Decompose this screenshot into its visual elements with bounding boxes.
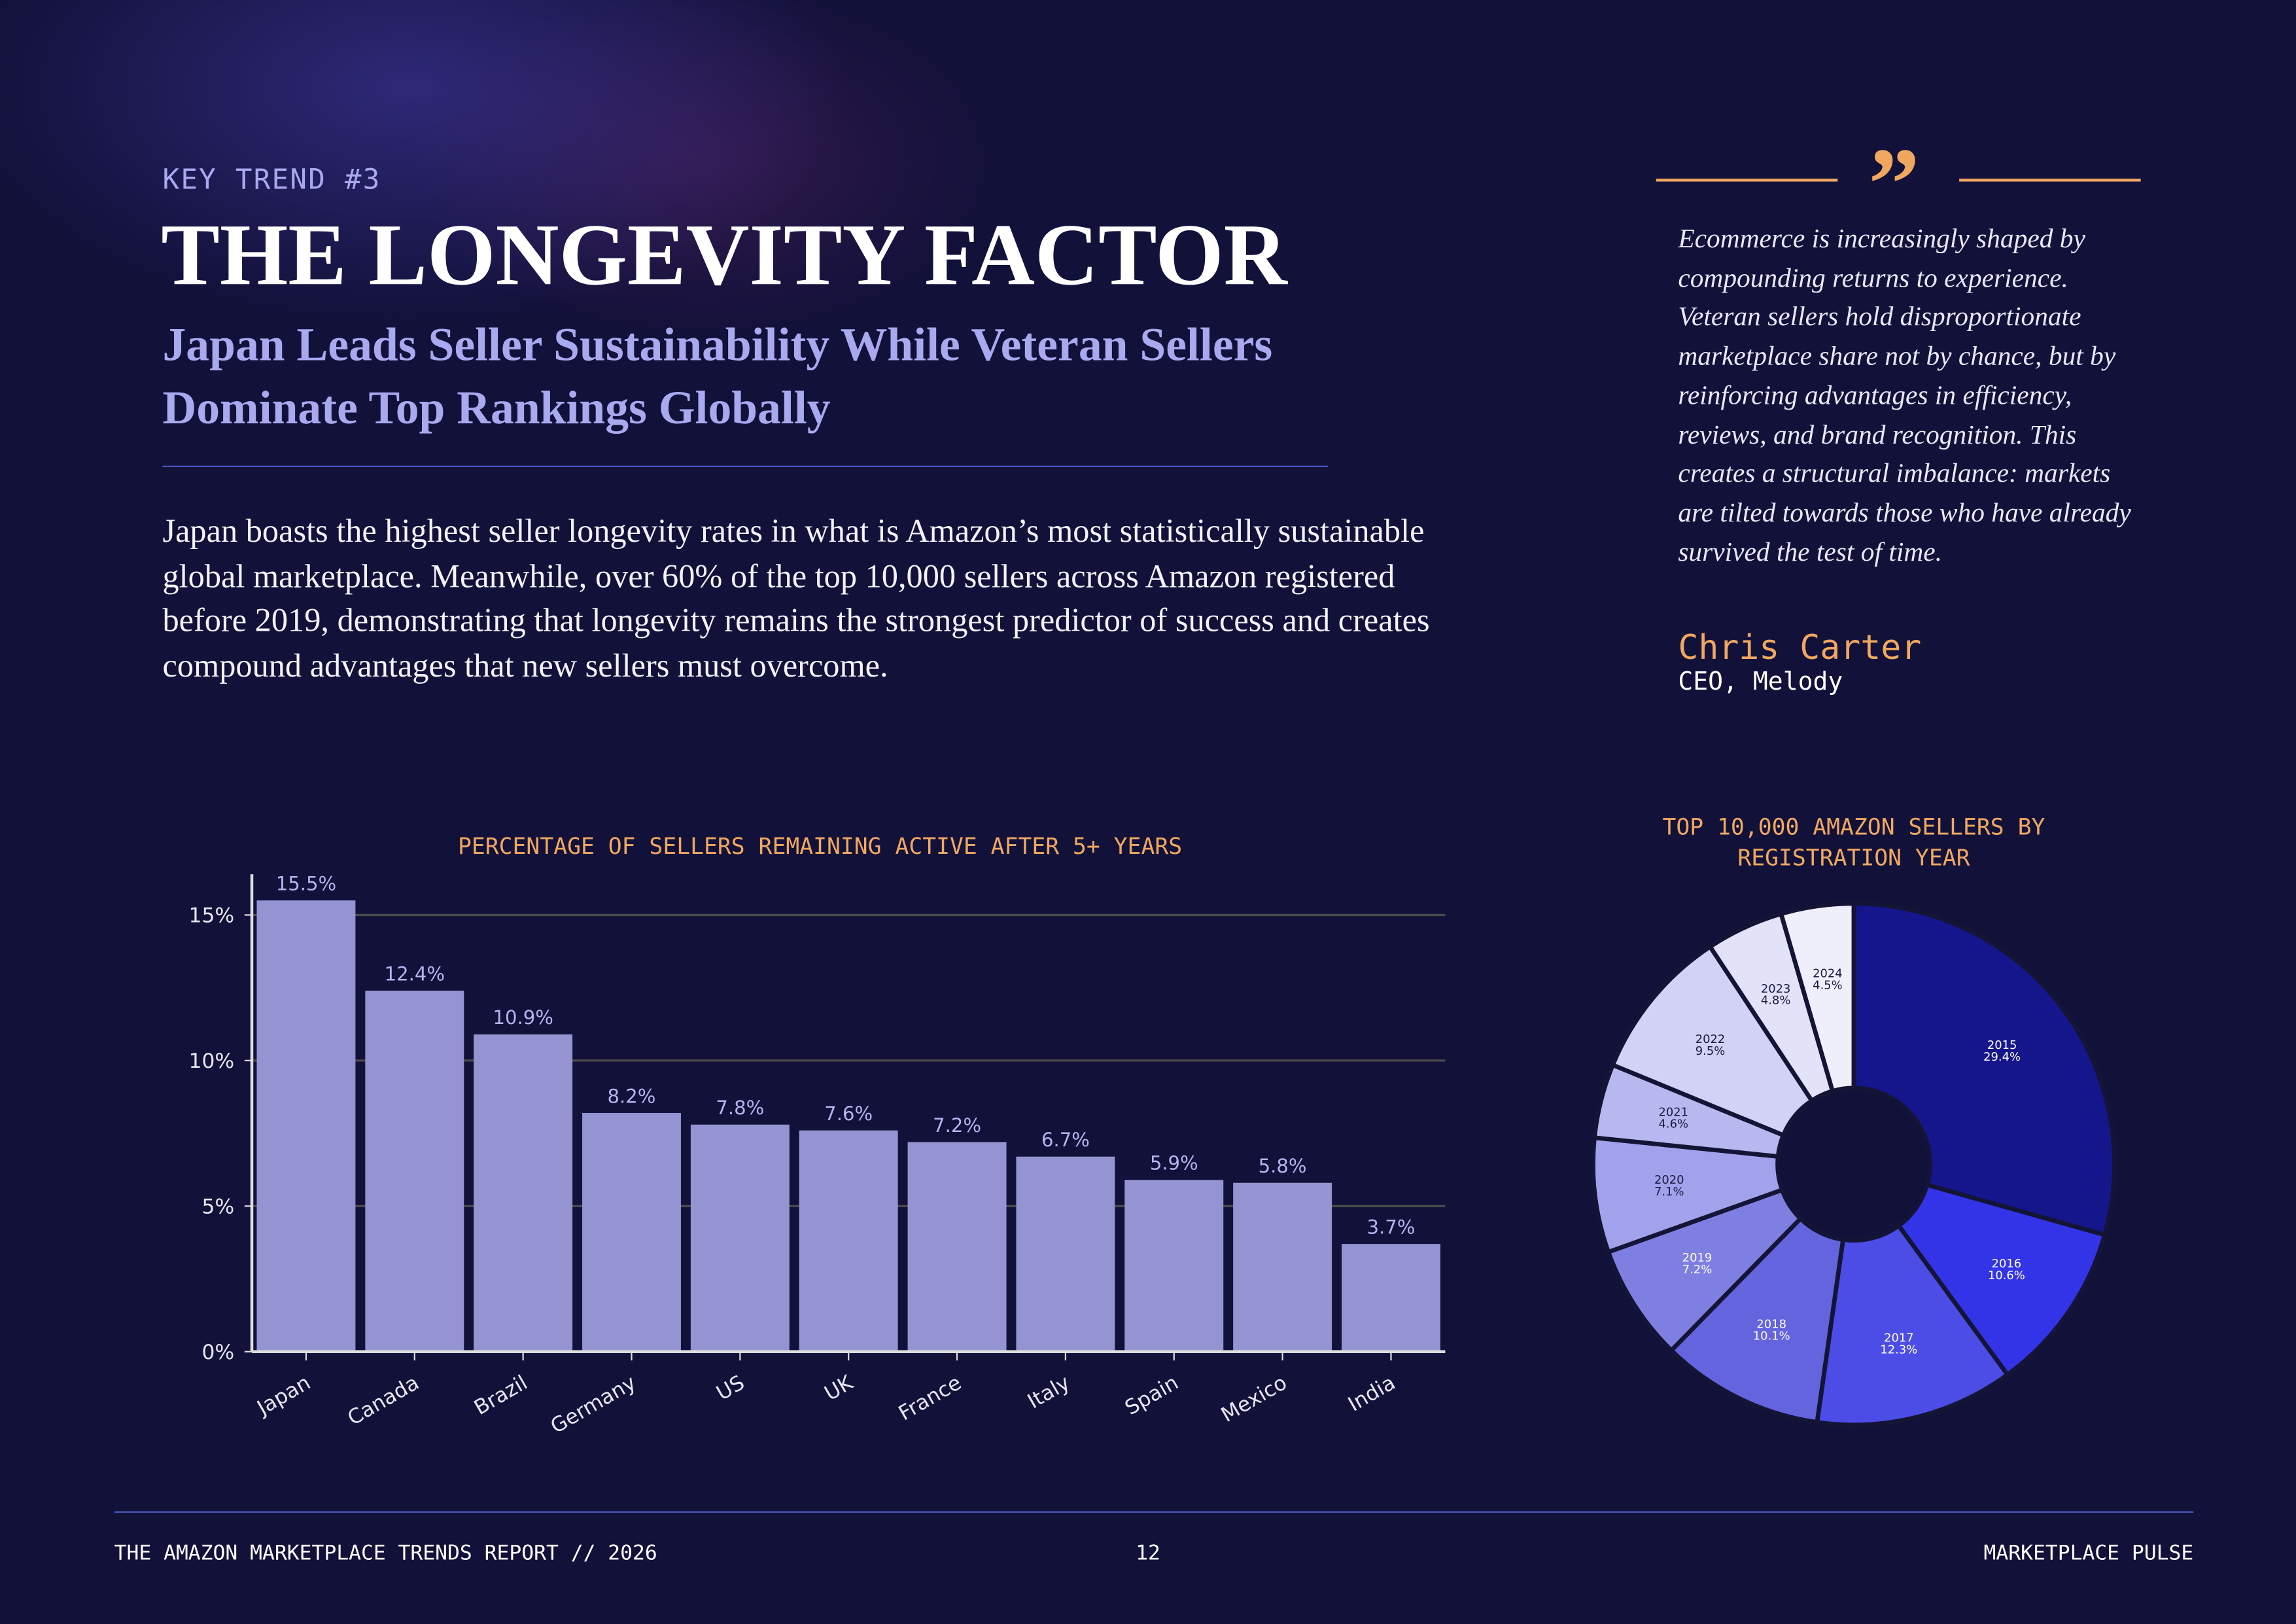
bar bbox=[907, 1142, 1007, 1352]
title: THE LONGEVITY FACTOR bbox=[161, 206, 1287, 304]
x-tick-label: India bbox=[1344, 1371, 1400, 1417]
x-tick-label: Canada bbox=[343, 1371, 423, 1430]
x-tick-label: France bbox=[895, 1371, 965, 1425]
value-label: 7.8% bbox=[716, 1097, 764, 1119]
value-label: 10.9% bbox=[493, 1006, 553, 1029]
slice-category: 2017 bbox=[1884, 1332, 1914, 1345]
value-label: 7.2% bbox=[933, 1114, 981, 1137]
quote-author: Chris Carter bbox=[1678, 629, 1922, 668]
page-number: 12 bbox=[1136, 1542, 1160, 1566]
bar bbox=[582, 1112, 681, 1352]
slice bbox=[1591, 1135, 1785, 1255]
quote-mark: ” bbox=[1868, 128, 1920, 242]
value-label: 5.9% bbox=[1150, 1152, 1198, 1174]
chart-title: PERCENTAGE OF SELLERS REMAINING ACTIVE A… bbox=[457, 833, 1183, 860]
slice-label: 12.3% bbox=[1880, 1343, 1917, 1356]
slice-category: 2023 bbox=[1761, 982, 1791, 996]
value-label: 15.5% bbox=[276, 873, 336, 895]
bar bbox=[256, 900, 356, 1352]
body-text: Japan boasts the highest seller longevit… bbox=[162, 512, 1430, 684]
bar bbox=[365, 991, 464, 1352]
quote-role: CEO, Melody bbox=[1678, 667, 1843, 697]
slice bbox=[1610, 944, 1815, 1139]
bar bbox=[1342, 1244, 1440, 1352]
x-tick-label: Italy bbox=[1024, 1371, 1074, 1413]
x-tick-label: Brazil bbox=[470, 1371, 532, 1420]
bar bbox=[1124, 1180, 1224, 1352]
slice-category: 2022 bbox=[1696, 1033, 1726, 1046]
x-tick-label: Germany bbox=[547, 1371, 640, 1438]
footer-rule bbox=[114, 1511, 2194, 1513]
slice-category: 2015 bbox=[1987, 1038, 2017, 1052]
value-label: 3.7% bbox=[1367, 1216, 1416, 1238]
bar bbox=[474, 1034, 573, 1352]
chart-title: TOP 10,000 AMAZON SELLERS BY REGISTRATIO… bbox=[1662, 814, 2045, 872]
slice bbox=[1851, 901, 2117, 1238]
value-label: 8.2% bbox=[608, 1085, 656, 1107]
x-tick-label: Mexico bbox=[1217, 1371, 1291, 1427]
slice-label: 4.8% bbox=[1761, 994, 1790, 1008]
x-tick-label: Spain bbox=[1121, 1371, 1183, 1420]
slice bbox=[1815, 1222, 2011, 1427]
slice bbox=[1895, 1182, 2108, 1378]
y-tick-label: 0% bbox=[201, 1341, 234, 1364]
y-tick-label: 15% bbox=[189, 904, 235, 928]
footer-right: MARKETPLACE PULSE bbox=[1983, 1542, 2194, 1566]
slice-category: 2020 bbox=[1654, 1173, 1684, 1187]
y-tick-label: 5% bbox=[201, 1195, 234, 1219]
slice-category: 2018 bbox=[1756, 1318, 1786, 1332]
bar bbox=[1016, 1156, 1115, 1352]
slice bbox=[1605, 1187, 1804, 1354]
slice-category: 2016 bbox=[1992, 1257, 2022, 1271]
quote-text: Ecommerce is increasingly shaped by comp… bbox=[1678, 225, 2131, 568]
x-tick-label: Japan bbox=[252, 1371, 314, 1421]
value-label: 12.4% bbox=[385, 962, 445, 985]
kicker: KEY TREND #3 bbox=[162, 164, 381, 196]
quote-rule bbox=[1656, 179, 1838, 182]
slice-label: 4.5% bbox=[1813, 978, 1842, 992]
x-tick-label: US bbox=[712, 1371, 748, 1405]
slice-label: 4.6% bbox=[1659, 1117, 1688, 1131]
footer-left: THE AMAZON MARKETPLACE TRENDS REPORT // … bbox=[114, 1542, 657, 1566]
slice-label: 10.6% bbox=[1988, 1269, 2025, 1282]
x-tick-label: UK bbox=[821, 1371, 858, 1406]
slice-label: 29.4% bbox=[1983, 1050, 2021, 1064]
bar bbox=[1233, 1182, 1332, 1352]
value-label: 7.6% bbox=[824, 1103, 873, 1125]
y-tick-label: 10% bbox=[189, 1050, 235, 1073]
slice-category: 2021 bbox=[1658, 1105, 1688, 1119]
subtitle: Japan Leads Seller Sustainability While … bbox=[162, 317, 1273, 434]
slice-category: 2024 bbox=[1813, 966, 1843, 980]
bar bbox=[799, 1130, 898, 1352]
bar bbox=[690, 1124, 790, 1352]
slice bbox=[1778, 901, 1856, 1094]
slice-label: 7.2% bbox=[1682, 1263, 1712, 1277]
slice-label: 9.5% bbox=[1696, 1044, 1725, 1058]
value-label: 5.8% bbox=[1259, 1155, 1307, 1177]
slice-label: 10.1% bbox=[1753, 1330, 1790, 1343]
slice-category: 2019 bbox=[1682, 1251, 1713, 1265]
quote-rule bbox=[1959, 179, 2141, 182]
value-label: 6.7% bbox=[1041, 1129, 1090, 1151]
slice bbox=[1668, 1215, 1846, 1425]
slice-label: 7.1% bbox=[1654, 1185, 1684, 1199]
divider bbox=[162, 465, 1329, 467]
